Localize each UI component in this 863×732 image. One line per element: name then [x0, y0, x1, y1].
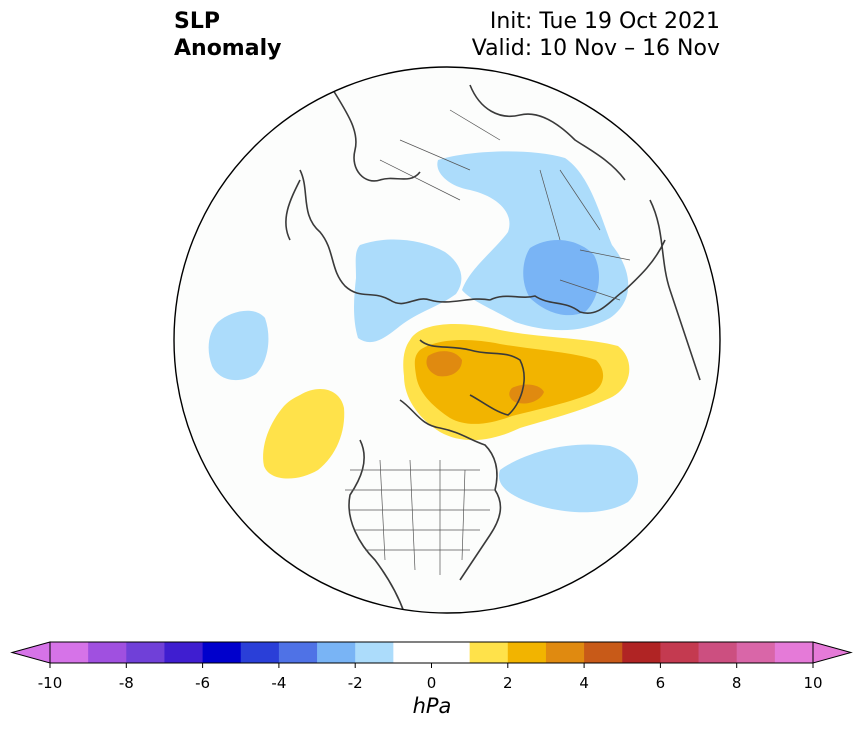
colorbar-cell: [317, 642, 356, 663]
anomaly-pos-greenland-core: [426, 351, 462, 377]
valid-period: Init: Tue 19 Oct 2021 Valid: 10 Nov – 16…: [472, 8, 720, 62]
colorbar-tick-label: 4: [579, 674, 589, 692]
colorbar-cell: [507, 642, 547, 663]
colorbar-cell: [698, 642, 738, 663]
init-date: Init: Tue 19 Oct 2021: [489, 9, 720, 34]
colorbar-cell: [736, 642, 776, 663]
colorbar-cell: [584, 642, 623, 663]
colorbar-extend-high: [812, 641, 853, 664]
colorbar-cell: [164, 642, 204, 663]
colorbar-tick-label: -2: [347, 674, 363, 692]
colorbar-cell: [240, 642, 280, 663]
colorbar: [10, 641, 853, 668]
anomaly-neg-europe-core: [523, 239, 600, 316]
valid-range: Valid: 10 Nov – 16 Nov: [471, 36, 720, 61]
colorbar-cell: [469, 642, 509, 663]
colorbar-cell: [126, 642, 165, 663]
borders: [345, 109, 631, 575]
colorbar-cell: [355, 642, 394, 663]
colorbar-unit-label: hPa: [412, 694, 452, 718]
colorbar-tick-label: -4: [271, 674, 287, 692]
colorbar-ticks: [49, 663, 814, 668]
anomaly-pos-pacific: [263, 388, 345, 479]
map-boundary: [173, 66, 721, 614]
colorbar-tick-label: 6: [655, 674, 666, 692]
coastlines: [285, 84, 701, 613]
polar-map: [173, 66, 721, 614]
colorbar-cell: [278, 642, 318, 663]
colorbar-tick-label: 10: [803, 674, 823, 692]
colorbar-cells: [50, 642, 814, 663]
colorbar-tick-label: 0: [426, 674, 437, 692]
map-title: SLP Anomaly: [174, 8, 281, 62]
colorbar-tick-label: 8: [731, 674, 742, 692]
colorbar-extend-low: [10, 641, 51, 664]
colorbar-cell: [393, 642, 432, 663]
colorbar-cell: [660, 642, 700, 663]
title-line-2: Anomaly: [174, 36, 282, 61]
colorbar-tick-label: -8: [118, 674, 134, 692]
colorbar-tick-label: -10: [37, 674, 63, 692]
colorbar-cell: [50, 642, 89, 663]
colorbar-cell: [774, 642, 814, 663]
colorbar-cell: [545, 642, 585, 663]
anomaly-neg-siberia: [354, 239, 462, 343]
colorbar-tick-label: 2: [503, 674, 513, 692]
colorbar-tick-label: -6: [195, 674, 211, 692]
colorbar-cell: [622, 642, 661, 663]
title-line-1: SLP: [174, 9, 220, 34]
anomaly-pos-greenland-core-2: [509, 384, 544, 404]
colorbar-cell: [202, 642, 242, 663]
anomaly-neg-atlantic: [498, 444, 639, 513]
colorbar-cell: [88, 642, 127, 663]
anomaly-neg-pacific: [208, 310, 269, 381]
colorbar-cell: [431, 642, 471, 663]
